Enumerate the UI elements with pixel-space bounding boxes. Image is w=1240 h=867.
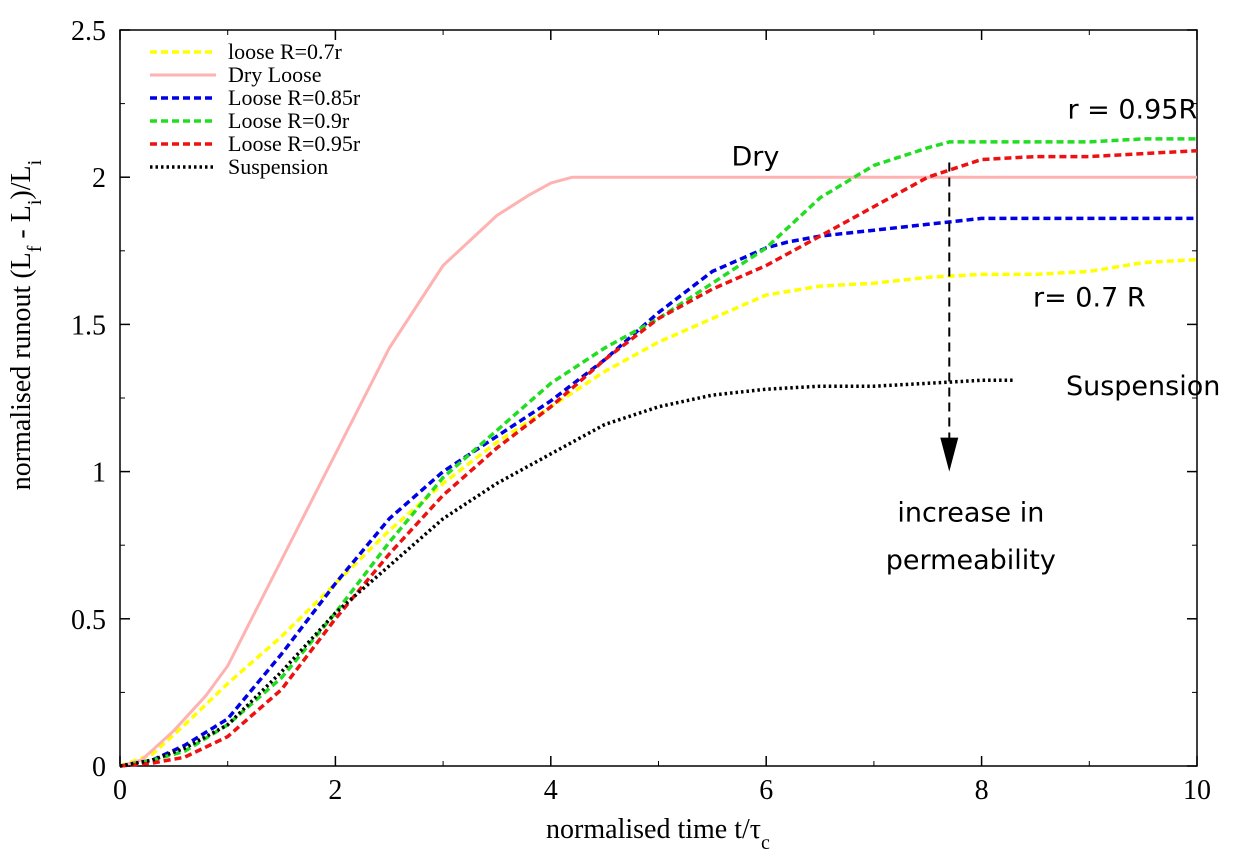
x-tick-label: 10: [1183, 775, 1211, 806]
legend-label-5: Suspension: [228, 154, 328, 179]
series-line-5: [119, 378, 1014, 768]
annotation-5: permeability: [886, 545, 1056, 576]
y-tick-label: 2: [92, 163, 106, 194]
y-tick-label: 1: [92, 458, 106, 489]
permeability-arrow-head: [940, 437, 959, 472]
legend-label-2: Loose R=0.85r: [228, 85, 361, 110]
x-tick-label: 0: [113, 775, 127, 806]
series-line-0: [119, 257, 1198, 768]
y-tick-label: 2.5: [71, 16, 106, 47]
legend-label-0: loose R=0.7r: [228, 39, 343, 64]
annotation-4: increase in: [897, 498, 1044, 529]
series-line-3: [119, 137, 1197, 768]
x-tick-label: 2: [328, 775, 342, 806]
plot-frame-group: 0 2 4 6 8 10 0 0.5 1 1.5 2 2.5: [71, 16, 1211, 806]
y-tick-label: 1.5: [71, 310, 106, 341]
x-axis-label: normalised time t/τc: [546, 814, 770, 854]
x-tick-label: 6: [759, 775, 773, 806]
series-group: [119, 137, 1198, 768]
annotation-3: Suspension: [1066, 371, 1220, 402]
y-tick-label: 0.5: [71, 605, 106, 636]
series-line-4: [119, 148, 1198, 768]
annotation-0: Dry: [731, 141, 779, 172]
series-line-2: [119, 216, 1197, 768]
legend-label-3: Loose R=0.9r: [228, 108, 350, 133]
legend-label-4: Loose R=0.95r: [228, 131, 361, 156]
annotation-1: r = 0.95R: [1067, 94, 1197, 125]
x-tick-label: 8: [975, 775, 989, 806]
x-tick-label: 4: [544, 775, 558, 806]
legend-label-1: Dry Loose: [228, 62, 321, 87]
annotation-group: Dry r = 0.95R r= 0.7 R Suspension increase i…: [731, 94, 1220, 575]
y-tick-label: 0: [92, 752, 106, 783]
y-axis-label: normalised runout (Lf - Li)/Li: [6, 159, 46, 490]
annotation-2: r= 0.7 R: [1033, 283, 1146, 314]
